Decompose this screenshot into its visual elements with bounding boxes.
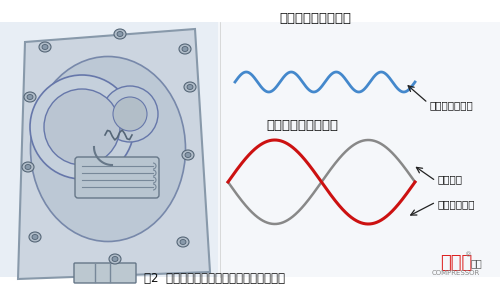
Ellipse shape [187, 85, 193, 89]
Text: 主动衰减前气流脉动: 主动衰减前气流脉动 [279, 12, 351, 25]
Text: 主动衰减后气流脉动: 主动衰减后气流脉动 [266, 119, 338, 132]
Ellipse shape [184, 82, 196, 92]
Text: 图2  排气端面气流脉动衰减装置原理示意图: 图2 排气端面气流脉动衰减装置原理示意图 [144, 272, 286, 285]
FancyBboxPatch shape [75, 157, 159, 198]
Text: 排气孔口流道: 排气孔口流道 [438, 199, 476, 209]
PathPatch shape [18, 29, 210, 279]
Bar [218, 22, 500, 277]
Ellipse shape [29, 232, 41, 242]
Ellipse shape [25, 165, 31, 170]
Text: 排气轴承座流道: 排气轴承座流道 [430, 100, 474, 110]
Ellipse shape [109, 254, 121, 264]
Ellipse shape [30, 56, 186, 241]
Text: 压缩机: 压缩机 [440, 254, 472, 272]
Text: 旁支流道: 旁支流道 [438, 174, 463, 184]
Ellipse shape [39, 42, 51, 52]
Ellipse shape [185, 152, 191, 157]
Ellipse shape [179, 44, 191, 54]
Ellipse shape [112, 257, 118, 261]
Ellipse shape [182, 150, 194, 160]
FancyBboxPatch shape [74, 263, 136, 283]
Ellipse shape [180, 239, 186, 244]
Circle shape [113, 97, 147, 131]
Ellipse shape [117, 31, 123, 37]
Ellipse shape [32, 235, 38, 239]
Text: COMPRESSOR: COMPRESSOR [432, 270, 480, 276]
Ellipse shape [24, 92, 36, 102]
Text: 朗志: 朗志 [470, 258, 482, 268]
Circle shape [102, 86, 158, 142]
Ellipse shape [22, 162, 34, 172]
Bar [0, 22, 220, 277]
Circle shape [30, 75, 134, 179]
Circle shape [44, 89, 120, 165]
Ellipse shape [114, 29, 126, 39]
Ellipse shape [182, 47, 188, 51]
Ellipse shape [27, 94, 33, 99]
Ellipse shape [42, 45, 48, 50]
Text: ®: ® [466, 252, 472, 258]
Ellipse shape [177, 237, 189, 247]
